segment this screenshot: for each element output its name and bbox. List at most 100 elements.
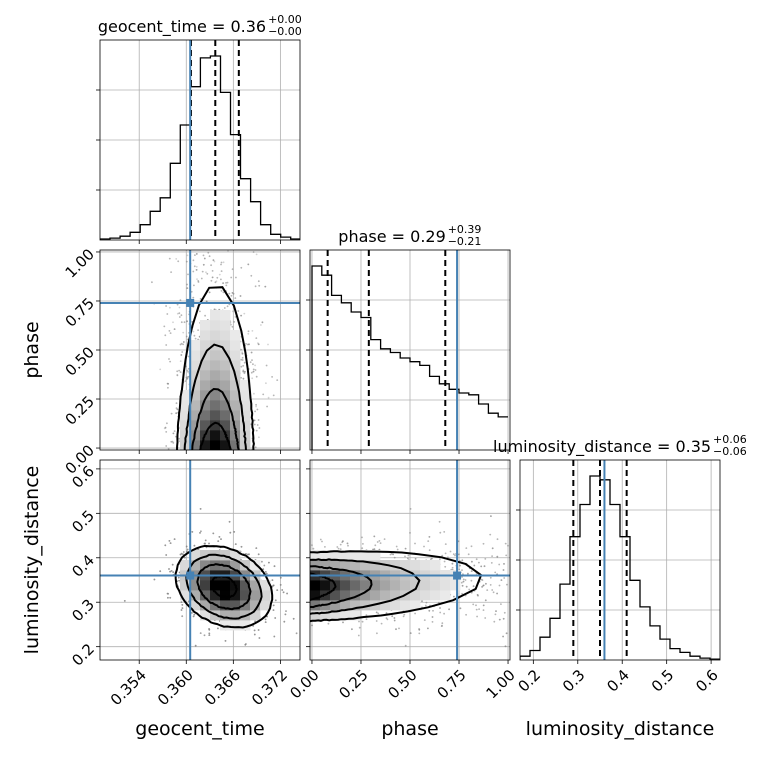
sample-point xyxy=(191,531,194,533)
sample-point xyxy=(186,320,189,323)
density-cell xyxy=(410,560,421,571)
sample-point xyxy=(211,270,214,272)
sample-point xyxy=(274,617,277,619)
sample-point xyxy=(218,536,221,538)
sample-point xyxy=(151,281,153,284)
sample-point xyxy=(179,343,182,346)
sample-point xyxy=(342,540,344,543)
sample-point xyxy=(409,632,412,634)
density-cell xyxy=(220,310,231,321)
sample-point xyxy=(186,287,189,289)
sample-point xyxy=(502,635,504,638)
sample-point xyxy=(478,608,480,610)
sample-point xyxy=(481,586,483,588)
sample-point xyxy=(470,545,473,548)
sample-point xyxy=(504,645,507,648)
sample-point xyxy=(252,251,255,253)
density-cell xyxy=(430,580,441,591)
truth-marker xyxy=(186,298,195,307)
sample-point xyxy=(166,422,168,425)
sample-point xyxy=(186,548,189,551)
sample-point xyxy=(375,611,378,614)
sample-point xyxy=(169,542,172,544)
sample-point xyxy=(389,553,392,556)
sample-point xyxy=(222,282,225,284)
sample-point xyxy=(272,609,275,611)
sample-point xyxy=(491,555,493,557)
sample-point xyxy=(191,612,193,614)
sample-point xyxy=(458,568,461,571)
sample-point xyxy=(254,364,256,367)
sample-point xyxy=(264,571,267,573)
sample-point xyxy=(492,591,495,594)
sample-point xyxy=(465,613,467,616)
sample-point xyxy=(257,629,260,631)
sample-point xyxy=(267,396,270,399)
sample-point xyxy=(197,281,200,283)
sample-point xyxy=(164,426,167,429)
sample-point xyxy=(480,565,483,568)
sample-point xyxy=(173,430,176,432)
sample-point xyxy=(199,508,202,510)
sample-point xyxy=(390,552,393,555)
sample-point xyxy=(311,624,313,627)
sample-point xyxy=(237,310,240,312)
sample-point xyxy=(186,377,189,380)
sample-point xyxy=(185,545,188,548)
sample-point xyxy=(220,261,223,264)
sample-point xyxy=(168,568,170,570)
sample-point xyxy=(210,264,213,267)
sample-point xyxy=(195,253,198,255)
y-tick-label: 1.00 xyxy=(62,245,98,281)
sample-point xyxy=(256,424,259,426)
sample-point xyxy=(201,270,204,273)
sample-point xyxy=(440,625,443,627)
sample-point xyxy=(192,615,195,618)
y-tick-label: 0.3 xyxy=(68,596,98,626)
sample-point xyxy=(396,548,399,551)
density-cell xyxy=(350,600,361,611)
sample-point xyxy=(351,628,353,631)
sample-point xyxy=(186,550,188,553)
sample-point xyxy=(210,264,213,267)
sample-point xyxy=(252,370,255,373)
sample-point xyxy=(182,553,185,556)
sample-point xyxy=(153,578,156,581)
sample-point xyxy=(482,604,485,607)
sample-point xyxy=(229,531,232,534)
sample-point xyxy=(486,589,489,591)
sample-point xyxy=(179,360,182,362)
sample-point xyxy=(180,321,183,324)
sample-point xyxy=(253,633,256,636)
sample-point xyxy=(444,565,447,568)
sample-point xyxy=(231,268,234,271)
sample-point xyxy=(178,437,181,440)
sample-point xyxy=(266,405,268,408)
sample-point xyxy=(253,629,256,632)
sample-point xyxy=(243,361,246,364)
sample-point xyxy=(439,607,441,609)
density-cell xyxy=(190,390,201,401)
sample-point xyxy=(407,557,409,560)
sample-point xyxy=(484,558,487,560)
sample-point xyxy=(197,548,200,551)
sample-point xyxy=(248,553,250,556)
sample-point xyxy=(197,338,200,341)
sample-point xyxy=(346,542,349,545)
histogram-phase xyxy=(311,265,508,450)
sample-point xyxy=(454,554,456,557)
density-cell xyxy=(180,590,191,601)
sample-point xyxy=(208,628,211,631)
sample-point xyxy=(230,276,233,279)
sample-point xyxy=(252,370,255,373)
sample-point xyxy=(211,276,214,279)
contour-line xyxy=(183,343,248,450)
sample-point xyxy=(418,632,421,635)
sample-point xyxy=(234,543,237,545)
sample-point xyxy=(194,337,197,340)
sample-point xyxy=(376,632,378,635)
sample-point xyxy=(170,412,173,415)
sample-point xyxy=(241,352,244,355)
sample-point xyxy=(292,617,295,620)
sample-point xyxy=(169,596,172,599)
